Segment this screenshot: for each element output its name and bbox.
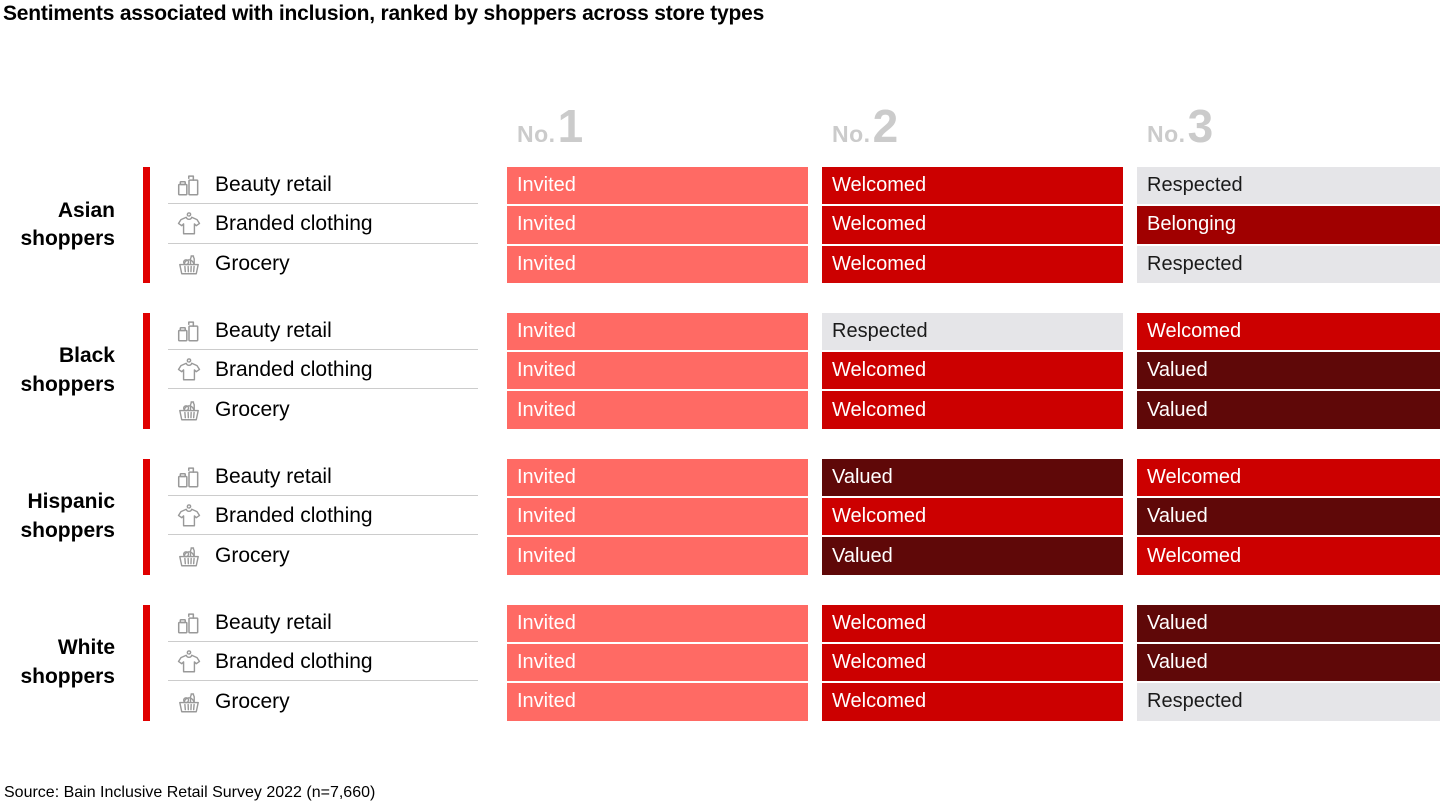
rank-cell: Welcomed <box>822 391 1123 429</box>
rank-header-1: No. 1 <box>507 100 808 152</box>
store-type-row: Beauty retail <box>168 605 478 642</box>
rank-cell: Welcomed <box>822 245 1123 283</box>
rank-prefix: No. <box>832 121 871 147</box>
group-label: Black shoppers <box>20 344 115 396</box>
rank-cell: Valued <box>822 537 1123 575</box>
group-accent-bar <box>143 312 150 429</box>
rank-prefix: No. <box>1147 121 1186 147</box>
rank-cell: Valued <box>822 458 1123 497</box>
store-type-row: Grocery <box>168 683 478 720</box>
store-type-label: Grocery <box>215 689 290 713</box>
group-label: Asian shoppers <box>20 198 115 250</box>
rank-cell: Welcomed <box>1137 458 1440 497</box>
rank-cell: Invited <box>507 167 808 205</box>
shopper-group: Hispanic shoppers Beauty retail Invited Val… <box>0 458 1440 575</box>
rank-cell: Invited <box>507 537 808 575</box>
rank-headers: No. 1 No. 2 No. 3 <box>0 98 1440 152</box>
rank-cell: Respected <box>1137 167 1440 205</box>
grocery-basket-icon <box>176 397 202 423</box>
store-type-label: Grocery <box>215 252 290 276</box>
rank-cell: Welcomed <box>822 352 1123 390</box>
store-type-row: Branded clothing <box>168 498 478 536</box>
store-type-label: Branded clothing <box>215 504 373 528</box>
rank-cell: Invited <box>507 206 808 244</box>
group-accent-bar <box>143 458 150 575</box>
store-type-row: Grocery <box>168 537 478 574</box>
store-type-row: Branded clothing <box>168 206 478 244</box>
rank-number: 2 <box>872 100 899 152</box>
grocery-basket-icon <box>176 543 202 569</box>
rank-cell: Invited <box>507 245 808 283</box>
rank-number: 3 <box>1187 100 1214 152</box>
rank-cell: Welcomed <box>1137 537 1440 575</box>
rank-cell: Respected <box>822 312 1123 351</box>
group-accent-bar <box>143 167 150 283</box>
rank-cell: Valued <box>1137 391 1440 429</box>
store-type-row: Grocery <box>168 246 478 283</box>
rank-cell: Welcomed <box>822 604 1123 642</box>
rank-header-3: No. 3 <box>1137 100 1440 152</box>
store-type-label: Beauty retail <box>215 173 332 197</box>
source-note: Source: Bain Inclusive Retail Survey 202… <box>4 784 376 801</box>
rank-cell: Valued <box>1137 604 1440 642</box>
group-label: Hispanic shoppers <box>20 490 115 542</box>
rank-cell: Invited <box>507 352 808 390</box>
store-type-label: Beauty retail <box>215 610 332 634</box>
shopper-group: White shoppers Beauty retail Invited Welcom… <box>0 604 1440 721</box>
rank-cell: Respected <box>1137 683 1440 721</box>
rank-cell: Invited <box>507 498 808 536</box>
store-type-row: Beauty retail <box>168 459 478 497</box>
rank-cell: Invited <box>507 391 808 429</box>
grocery-basket-icon <box>176 251 202 277</box>
store-type-label: Beauty retail <box>215 464 332 488</box>
rank-cell: Belonging <box>1137 206 1440 244</box>
group-label: White shoppers <box>20 636 115 688</box>
rank-cell: Invited <box>507 458 808 497</box>
rank-cell: Invited <box>507 643 808 682</box>
rank-cell: Invited <box>507 683 808 721</box>
rank-cell: Valued <box>1137 352 1440 390</box>
store-type-label: Branded clothing <box>215 650 373 674</box>
store-type-label: Beauty retail <box>215 319 332 343</box>
store-type-label: Grocery <box>215 544 290 568</box>
rank-cell: Invited <box>507 312 808 351</box>
chart-title: Sentiments associated with inclusion, ra… <box>3 2 765 25</box>
rank-prefix: No. <box>517 121 556 147</box>
beauty-retail-icon <box>176 318 202 344</box>
rank-cell: Welcomed <box>822 643 1123 682</box>
group-accent-bar <box>143 604 150 721</box>
shopper-group: Asian shoppers Beauty retail Invited Welcom… <box>0 167 1440 283</box>
beauty-retail-icon <box>176 610 202 636</box>
rank-cell: Welcomed <box>1137 312 1440 351</box>
store-type-row: Beauty retail <box>168 313 478 351</box>
rank-cell: Welcomed <box>822 683 1123 721</box>
rank-cell: Valued <box>1137 498 1440 536</box>
store-type-label: Grocery <box>215 398 290 422</box>
store-type-label: Branded clothing <box>215 358 373 382</box>
clothing-icon <box>176 357 202 383</box>
beauty-retail-icon <box>176 172 202 198</box>
rank-cell: Welcomed <box>822 167 1123 205</box>
rank-cell: Welcomed <box>822 206 1123 244</box>
rank-header-2: No. 2 <box>822 100 1123 152</box>
store-type-row: Branded clothing <box>168 352 478 390</box>
clothing-icon <box>176 503 202 529</box>
chart-body: Asian shoppers Beauty retail Invited Welcom… <box>0 167 1440 751</box>
store-type-row: Grocery <box>168 391 478 428</box>
grocery-basket-icon <box>176 689 202 715</box>
rank-cell: Valued <box>1137 643 1440 682</box>
shopper-group: Black shoppers Beauty retail Invited Respec… <box>0 312 1440 429</box>
rank-cell: Welcomed <box>822 498 1123 536</box>
rank-cell: Respected <box>1137 245 1440 283</box>
clothing-icon <box>176 649 202 675</box>
beauty-retail-icon <box>176 464 202 490</box>
store-type-label: Branded clothing <box>215 212 373 236</box>
store-type-row: Branded clothing <box>168 644 478 682</box>
rank-number: 1 <box>557 100 584 152</box>
clothing-icon <box>176 211 202 237</box>
rank-cell: Invited <box>507 604 808 642</box>
store-type-row: Beauty retail <box>168 167 478 205</box>
